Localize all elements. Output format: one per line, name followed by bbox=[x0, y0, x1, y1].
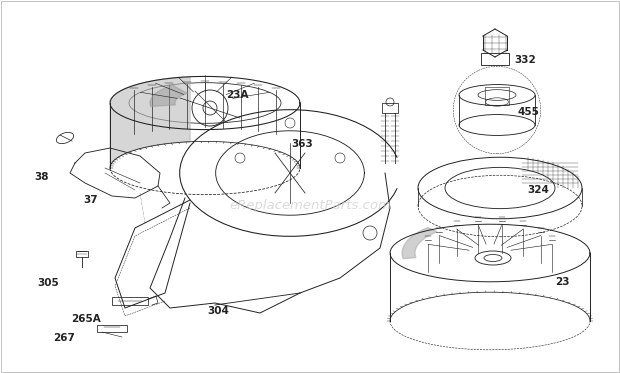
Text: 455: 455 bbox=[518, 107, 539, 117]
Bar bbox=[382, 103, 398, 113]
Text: 267: 267 bbox=[53, 333, 74, 342]
Bar bbox=[485, 87, 509, 105]
Polygon shape bbox=[150, 85, 187, 106]
Polygon shape bbox=[110, 77, 190, 168]
Text: 324: 324 bbox=[527, 185, 549, 195]
Text: 332: 332 bbox=[515, 55, 536, 65]
Text: 37: 37 bbox=[84, 195, 99, 204]
Text: 363: 363 bbox=[291, 139, 313, 148]
Text: 265A: 265A bbox=[71, 314, 101, 324]
Text: 305: 305 bbox=[37, 279, 59, 288]
Bar bbox=[112, 297, 148, 305]
Bar bbox=[481, 53, 509, 65]
Text: 38: 38 bbox=[34, 172, 48, 182]
Bar bbox=[97, 325, 127, 332]
Text: 23: 23 bbox=[555, 277, 569, 286]
Text: 304: 304 bbox=[208, 307, 229, 316]
Text: 23A: 23A bbox=[226, 90, 249, 100]
Polygon shape bbox=[402, 228, 437, 258]
Text: eReplacementParts.com: eReplacementParts.com bbox=[229, 198, 391, 211]
Bar bbox=[76, 251, 88, 257]
